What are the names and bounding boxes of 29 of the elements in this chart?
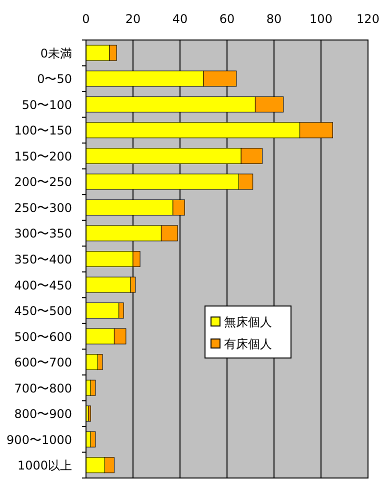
y-tick-label: 0未満 <box>40 46 72 60</box>
x-tick-label: 60 <box>219 12 235 26</box>
y-tick-label: 500〜600 <box>14 330 72 344</box>
y-tick-label: 700〜800 <box>14 381 72 396</box>
y-tick-label: 50〜100 <box>22 98 72 112</box>
bar <box>88 406 91 422</box>
legend-label: 無床個人 <box>224 315 272 329</box>
x-tick-label: 120 <box>356 12 380 26</box>
x-tick-label: 20 <box>125 12 141 26</box>
x-tick-label: 0 <box>82 12 90 26</box>
y-tick-label: 800〜900 <box>14 407 72 422</box>
x-tick-label: 100 <box>310 12 332 26</box>
y-tick-label: 250〜300 <box>14 200 72 215</box>
x-tick-label: 80 <box>266 12 282 26</box>
y-tick-label: 350〜400 <box>14 252 72 266</box>
y-tick-label: 450〜500 <box>14 304 72 318</box>
bar <box>90 431 96 448</box>
y-tick-label: 200〜250 <box>14 175 72 190</box>
y-tick-label: 100〜150 <box>14 124 72 138</box>
y-tick-label: 0〜50 <box>37 72 72 86</box>
y-tick-label: 400〜450 <box>14 278 72 292</box>
y-tick-label: 600〜700 <box>14 356 72 370</box>
bar <box>90 380 96 396</box>
y-tick-label: 1000以上 <box>17 458 72 473</box>
y-tick-label: 150〜200 <box>14 149 72 164</box>
x-tick-label: 40 <box>172 12 188 26</box>
legend-label: 有床個人 <box>224 337 272 351</box>
y-tick-label: 900〜1000 <box>6 432 72 447</box>
y-tick-label: 300〜350 <box>14 226 72 241</box>
